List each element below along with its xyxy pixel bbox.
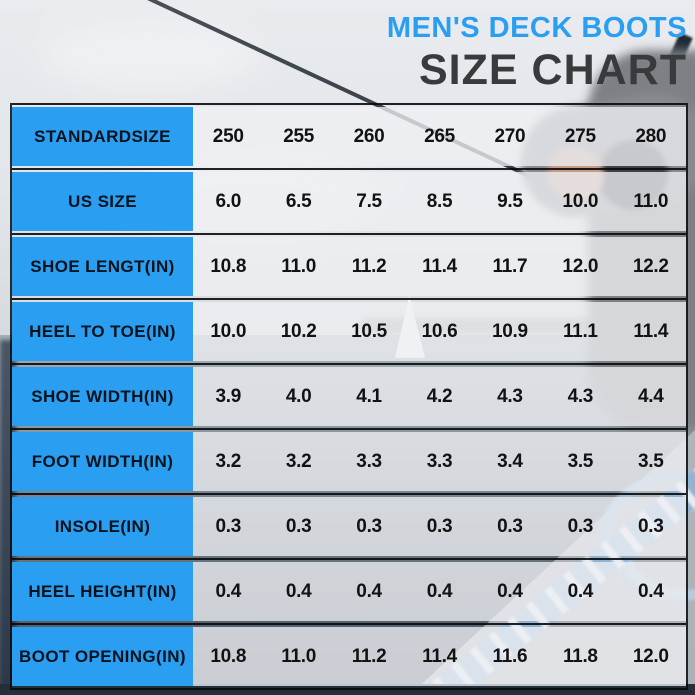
chart-header: MEN'S DECK BOOTS SIZE CHART [0,10,687,94]
table-cell: 6.5 [285,190,312,212]
table-cell: 11.4 [422,645,457,667]
table-cell: 12.2 [632,255,669,277]
table-cell: 0.3 [637,515,664,537]
table-cell: 12.0 [562,255,599,277]
row-values: 3.2 3.2 3.3 3.3 3.4 3.5 3.5 [193,432,686,491]
table-cell: 250 [212,125,244,147]
table-row: US SIZE 6.0 6.5 7.5 8.5 9.5 10.0 11.0 [12,168,686,233]
table-cell: 0.4 [637,580,664,602]
table-cell: 3.9 [215,385,241,407]
table-cell: 0.4 [497,580,523,602]
table-cell: 12.0 [632,645,669,667]
row-values: 250 255 260 265 270 275 280 [193,107,686,166]
table-cell: 11.4 [422,255,457,277]
row-header: STANDARDSIZE [12,107,193,166]
table-cell: 3.5 [637,450,664,472]
table-cell: 0.4 [567,580,594,602]
table-cell: 10.6 [421,320,458,342]
row-header: BOOT OPENING(IN) [12,627,193,686]
row-header: SHOE LENGT(IN) [12,237,193,296]
table-cell: 10.0 [562,190,599,212]
table-row: INSOLE(IN) 0.3 0.3 0.3 0.3 0.3 0.3 0.3 [12,493,686,558]
table-cell: 3.4 [497,450,523,472]
table-cell: 11.7 [492,255,528,277]
table-cell: 3.2 [215,450,241,472]
table-cell: 10.2 [280,320,317,342]
table-cell: 0.4 [426,580,453,602]
table-cell: 8.5 [426,190,453,212]
row-header: INSOLE(IN) [12,497,193,556]
table-cell: 270 [494,125,526,147]
table-cell: 10.5 [351,320,387,342]
table-row: HEEL TO TOE(IN) 10.0 10.2 10.5 10.6 10.9 11.1 1… [12,298,686,363]
chart-title-line2: SIZE CHART [419,46,687,94]
table-cell: 4.3 [567,385,594,407]
table-cell: 10.8 [210,645,247,667]
row-values: 0.4 0.4 0.4 0.4 0.4 0.4 0.4 [193,562,686,621]
row-header: SHOE WIDTH(IN) [12,367,193,426]
row-header: HEEL HEIGHT(IN) [12,562,193,621]
table-row: BOOT OPENING(IN) 10.8 11.0 11.2 11.4 11.6 11.8… [12,623,686,688]
table-row: FOOT WIDTH(IN) 3.2 3.2 3.3 3.3 3.4 3.5 3.5 [12,428,686,493]
table-cell: 11.0 [633,190,669,212]
row-header: US SIZE [12,172,193,231]
table-cell: 260 [353,125,385,147]
row-values: 10.0 10.2 10.5 10.6 10.9 11.1 11.4 [193,302,686,361]
table-cell: 11.1 [562,320,598,342]
row-values: 3.9 4.0 4.1 4.2 4.3 4.3 4.4 [193,367,686,426]
row-header: FOOT WIDTH(IN) [12,432,193,491]
table-cell: 9.5 [497,190,523,212]
table-cell: 3.3 [356,450,382,472]
table-cell: 4.1 [356,385,382,407]
table-cell: 3.3 [426,450,453,472]
row-values: 10.8 11.0 11.2 11.4 11.6 11.8 12.0 [193,627,686,686]
table-cell: 0.3 [285,515,312,537]
row-values: 0.3 0.3 0.3 0.3 0.3 0.3 0.3 [193,497,686,556]
size-table: STANDARDSIZE 250 255 260 265 270 275 280 US SIZE… [10,103,688,690]
table-row: SHOE LENGT(IN) 10.8 11.0 11.2 11.4 11.7 12.0 12… [12,233,686,298]
table-cell: 7.5 [356,190,382,212]
table-cell: 10.9 [492,320,528,342]
table-cell: 0.3 [567,515,594,537]
table-cell: 3.5 [567,450,594,472]
table-cell: 4.3 [497,385,523,407]
table-cell: 0.3 [426,515,453,537]
table-cell: 0.3 [356,515,382,537]
table-cell: 280 [635,125,667,147]
table-cell: 265 [424,125,455,147]
table-cell: 4.0 [285,385,312,407]
table-row: STANDARDSIZE 250 255 260 265 270 275 280 [12,103,686,168]
table-cell: 255 [283,125,315,147]
table-row: HEEL HEIGHT(IN) 0.4 0.4 0.4 0.4 0.4 0.4 0.4 [12,558,686,623]
chart-title-line1: MEN'S DECK BOOTS [386,12,687,44]
table-cell: 11.2 [351,645,387,667]
table-cell: 4.2 [426,385,453,407]
table-cell: 11.0 [281,255,316,277]
table-cell: 0.3 [215,515,241,537]
table-cell: 275 [564,125,596,147]
table-cell: 11.4 [633,320,669,342]
row-values: 10.8 11.0 11.2 11.4 11.7 12.0 12.2 [193,237,686,296]
row-header: HEEL TO TOE(IN) [12,302,193,361]
table-cell: 4.4 [637,385,664,407]
row-values: 6.0 6.5 7.5 8.5 9.5 10.0 11.0 [193,172,686,231]
table-cell: 0.3 [497,515,523,537]
table-cell: 11.6 [492,645,528,667]
table-cell: 10.0 [210,320,247,342]
table-cell: 11.8 [562,645,598,667]
table-cell: 10.8 [210,255,247,277]
table-cell: 6.0 [215,190,241,212]
table-row: SHOE WIDTH(IN) 3.9 4.0 4.1 4.2 4.3 4.3 4.4 [12,363,686,428]
table-cell: 11.2 [351,255,387,277]
table-cell: 0.4 [356,580,382,602]
table-cell: 11.0 [281,645,316,667]
table-cell: 3.2 [285,450,312,472]
table-cell: 0.4 [285,580,312,602]
table-cell: 0.4 [215,580,241,602]
